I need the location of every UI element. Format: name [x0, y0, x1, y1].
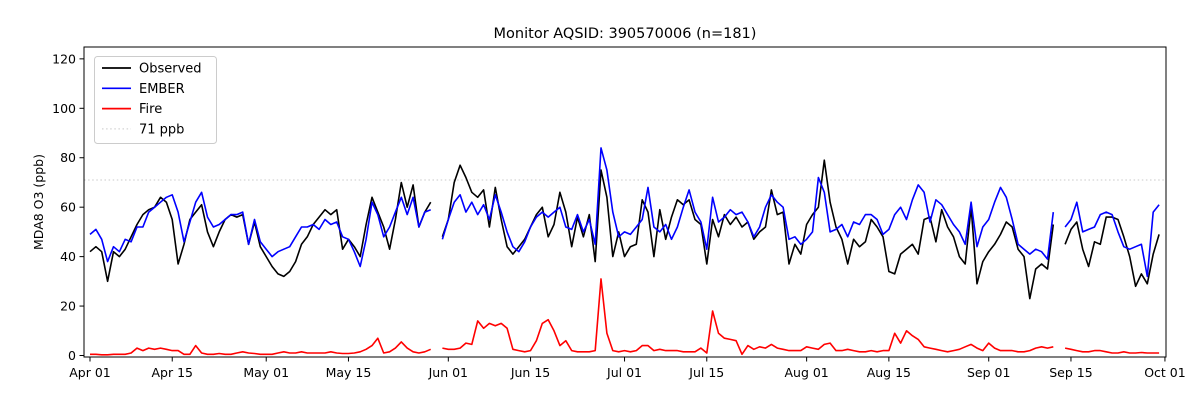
legend-item-fire: Fire — [102, 102, 162, 117]
y-tick-label: 100 — [52, 101, 76, 116]
y-tick-label: 80 — [60, 150, 76, 165]
y-tick-label: 120 — [52, 51, 76, 66]
ember-line — [89, 147, 1160, 278]
x-tick-label: Jul 15 — [688, 365, 724, 380]
y-tick-label: 60 — [60, 200, 76, 215]
x-tick-label: Aug 15 — [867, 365, 911, 380]
x-tick-label: Oct 01 — [1144, 365, 1186, 380]
y-tick-label: 40 — [60, 249, 76, 264]
chart-title: Monitor AQSID: 390570006 (n=181) — [494, 26, 757, 42]
legend-label: EMBER — [139, 82, 185, 97]
x-tick-label: Jun 15 — [510, 365, 550, 380]
y-axis-label: MDA8 O3 (ppb) — [31, 154, 46, 250]
legend-item-71-ppb: 71 ppb — [102, 122, 184, 137]
x-tick-label: Sep 01 — [967, 365, 1010, 380]
plot-area: Apr 01 Apr 15 May 01 May 15 Jun 01 Jun 15 Jul … — [52, 46, 1186, 380]
x-tick-label: Aug 01 — [784, 365, 828, 380]
legend-box — [94, 56, 217, 144]
legend-item-observed: Observed — [102, 62, 202, 77]
x-tick-label: Apr 15 — [151, 365, 193, 380]
x-tick-label: May 01 — [243, 365, 289, 380]
x-tick-label: Jun 01 — [428, 365, 468, 380]
y-tick-label: 0 — [68, 348, 76, 363]
legend-label: Fire — [139, 102, 162, 117]
observed-line — [89, 159, 1160, 300]
legend-item-ember: EMBER — [102, 82, 185, 97]
legend: Observed EMBER Fire 71 ppb — [94, 56, 217, 144]
legend-label: Observed — [139, 62, 202, 77]
plot-border — [83, 46, 1167, 358]
y-tick-label: 20 — [60, 299, 76, 314]
x-tick-label: Apr 01 — [69, 365, 111, 380]
x-tick-label: May 15 — [326, 365, 372, 380]
x-tick-label: Jul 01 — [606, 365, 642, 380]
x-tick-label: Sep 15 — [1049, 365, 1092, 380]
legend-label: 71 ppb — [139, 122, 184, 137]
fire-line — [90, 278, 1160, 356]
